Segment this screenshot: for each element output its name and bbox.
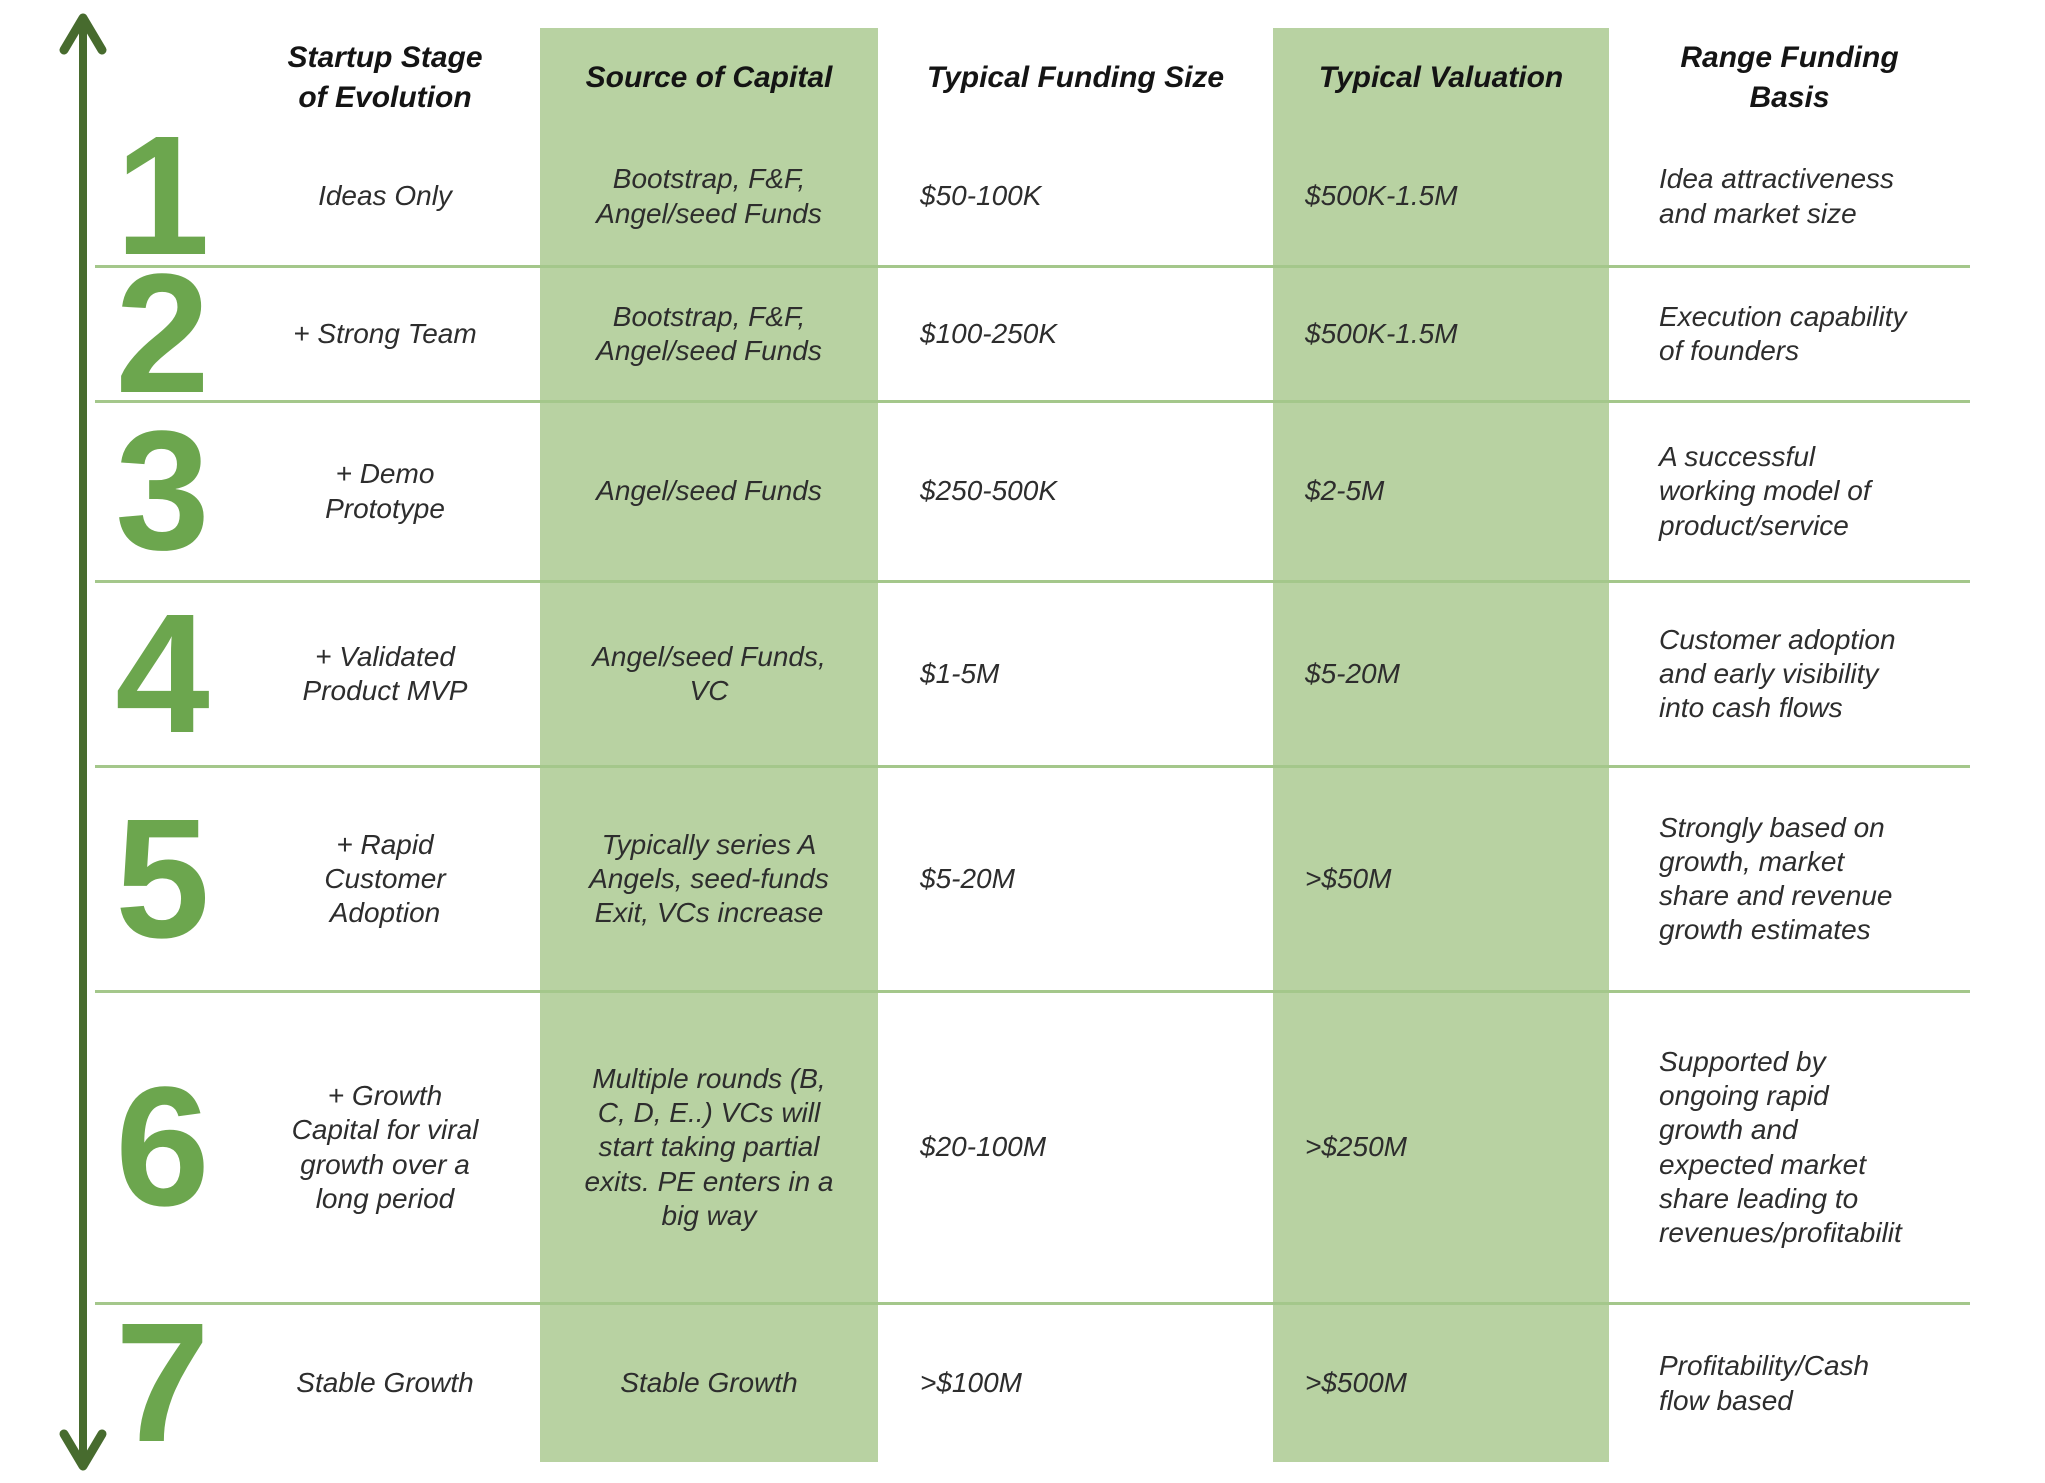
source-cell: Stable Growth bbox=[540, 1302, 878, 1462]
stage-cell: + Growth Capital for viral growth over a… bbox=[230, 990, 540, 1302]
valuation-cell: $500K-1.5M bbox=[1273, 128, 1609, 265]
column-header-funding: Typical Funding Size bbox=[926, 60, 1225, 94]
source-cell: Angel/seed Funds bbox=[540, 400, 878, 580]
stage-cell: Ideas Only bbox=[318, 180, 452, 212]
stage-number: 7 bbox=[95, 1298, 230, 1468]
stage-cell: + Rapid Customer Adoption bbox=[230, 765, 540, 990]
funding-cell: $20-100M bbox=[878, 990, 1273, 1302]
column-header-stage: Startup Stage of Evolution bbox=[287, 40, 483, 115]
basis-cell: Customer adoption and early visibility i… bbox=[1609, 580, 1970, 765]
funding-cell: $5-20M bbox=[878, 765, 1273, 990]
source-cell: Angel/seed Funds, VC bbox=[540, 580, 878, 765]
stage-number: 6 bbox=[95, 990, 230, 1302]
source-cell: Bootstrap, F&F, Angel/seed Funds bbox=[540, 265, 878, 400]
column-header-basis: Range Funding Basis bbox=[1680, 40, 1899, 115]
funding-cell: >$100M bbox=[878, 1302, 1273, 1462]
stage-cell: + Demo Prototype bbox=[230, 400, 540, 580]
basis-cell: A successful working model of product/se… bbox=[1609, 400, 1970, 580]
stage-number: 4 bbox=[95, 580, 230, 765]
valuation-cell: >$50M bbox=[1273, 765, 1609, 990]
funding-cell: $1-5M bbox=[878, 580, 1273, 765]
basis-cell: Supported by ongoing rapid growth and ex… bbox=[1609, 990, 1970, 1302]
basis-cell: Idea attractiveness and market size bbox=[1659, 163, 1895, 229]
source-cell: Bootstrap, F&F, Angel/seed Funds bbox=[540, 128, 878, 265]
vertical-axis-arrow-icon bbox=[59, 13, 107, 1471]
funding-stages-table: Startup Stage of Evolution Source of Cap… bbox=[95, 28, 1970, 1468]
stage-number: 1 bbox=[115, 101, 210, 292]
stage-number: 5 bbox=[95, 765, 230, 990]
source-cell: Multiple rounds (B, C, D, E..) VCs will … bbox=[540, 990, 878, 1302]
stage-number: 3 bbox=[95, 400, 230, 580]
basis-cell: Profitability/Cash flow based bbox=[1609, 1302, 1970, 1462]
funding-cell: $250-500K bbox=[878, 400, 1273, 580]
valuation-cell: >$500M bbox=[1273, 1302, 1609, 1462]
valuation-cell: $2-5M bbox=[1273, 400, 1609, 580]
funding-cell: $50-100K bbox=[920, 180, 1042, 212]
column-header-source: Source of Capital bbox=[540, 28, 878, 128]
stage-cell: Stable Growth bbox=[230, 1302, 540, 1462]
funding-cell: $100-250K bbox=[878, 265, 1273, 400]
stage-cell: + Strong Team bbox=[230, 265, 540, 400]
valuation-cell: $5-20M bbox=[1273, 580, 1609, 765]
stage-cell: + Validated Product MVP bbox=[230, 580, 540, 765]
basis-cell: Strongly based on growth, market share a… bbox=[1609, 765, 1970, 990]
column-header-valuation: Typical Valuation bbox=[1273, 28, 1609, 128]
valuation-cell: $500K-1.5M bbox=[1273, 265, 1609, 400]
basis-cell: Execution capability of founders bbox=[1609, 265, 1970, 400]
valuation-cell: >$250M bbox=[1273, 990, 1609, 1302]
stage-number: 2 bbox=[95, 249, 230, 419]
source-cell: Typically series A Angels, seed-funds Ex… bbox=[540, 765, 878, 990]
